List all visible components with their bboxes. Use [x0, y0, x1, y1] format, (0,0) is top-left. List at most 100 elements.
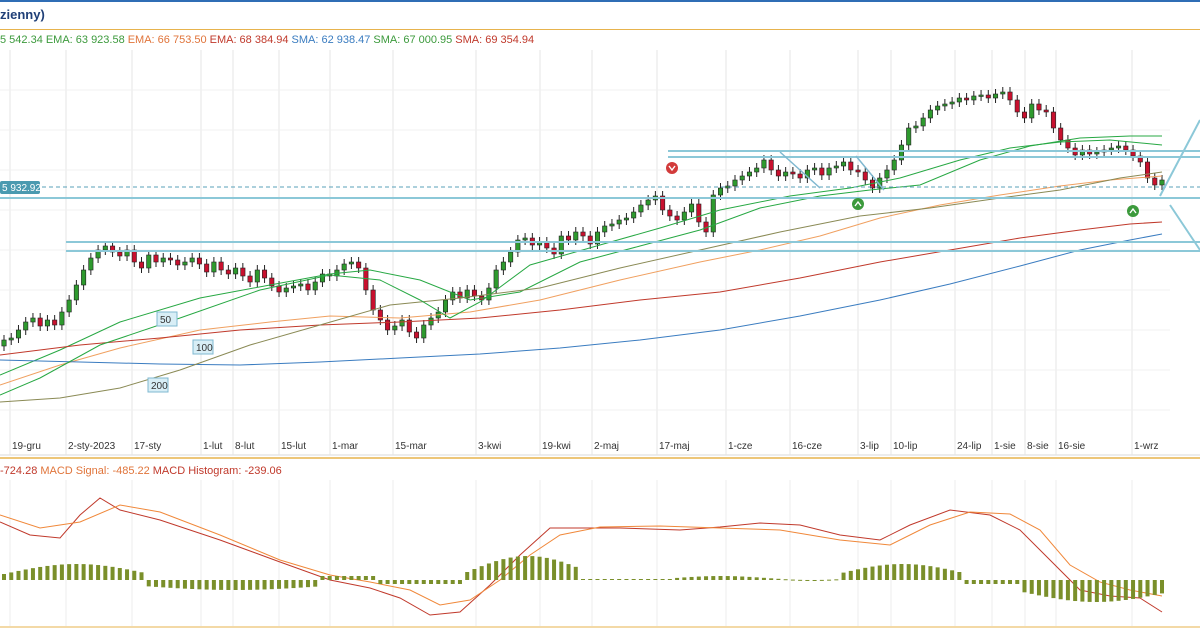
candle-body — [718, 187, 724, 196]
macd-histogram-bar — [342, 576, 347, 580]
sma-blue-line — [0, 233, 1163, 366]
candle-body — [276, 285, 282, 293]
macd-histogram-bar — [81, 564, 86, 580]
channel-line-top — [1159, 119, 1200, 197]
macd-histogram-bar — [602, 579, 607, 580]
macd-histogram-bar — [385, 580, 390, 584]
macd-histogram-bar — [190, 580, 195, 590]
macd-histogram-bar — [696, 576, 701, 580]
x-tick-label: 1-cze — [728, 441, 753, 452]
macd-histogram-bar — [769, 578, 774, 580]
macd-histogram-bar — [1138, 580, 1143, 598]
macd-histogram-bar — [848, 570, 853, 580]
macd-histogram-bar — [1160, 580, 1164, 594]
macd-histogram-bar — [400, 580, 405, 584]
candle-body — [341, 263, 347, 271]
legend-item-6: SMA: 69 354.94 — [455, 34, 535, 46]
buy-arrow-icon — [854, 200, 862, 207]
macd-histogram-bar — [1131, 580, 1136, 599]
title-separator — [0, 29, 1200, 30]
candle-body — [681, 211, 687, 221]
candle-body — [920, 117, 926, 127]
macd-histogram-bar — [1058, 580, 1063, 600]
candle-body — [189, 257, 195, 263]
ma-label-text: 200 — [151, 381, 168, 392]
candle-body — [913, 125, 919, 129]
macd-histogram-bar — [675, 577, 680, 580]
candle-body — [1, 339, 7, 347]
candle-body — [746, 171, 752, 177]
candle-body — [956, 97, 962, 103]
macd-histogram-bar — [1080, 580, 1085, 602]
candle-body — [23, 321, 29, 331]
macd-histogram-bar — [899, 564, 904, 580]
candle-body — [356, 261, 362, 269]
candle-body — [392, 325, 398, 331]
candle-body — [167, 257, 173, 261]
candle-body — [102, 245, 108, 251]
ma-label-text: 50 — [160, 315, 172, 326]
candle-body — [406, 319, 412, 333]
macd-legend-item-2: MACD Histogram: -239.06 — [152, 465, 282, 477]
buy-arrow-icon — [1129, 207, 1137, 214]
macd-histogram-bar — [928, 566, 933, 580]
macd-histogram-bar — [2, 574, 6, 580]
macd-histogram-bar — [667, 579, 672, 580]
macd-histogram-bar — [631, 579, 636, 580]
x-tick-label: 1-mar — [332, 441, 359, 452]
macd-histogram-bar — [508, 557, 513, 580]
macd-histogram-bar — [161, 580, 166, 588]
legend-item-2: EMA: 66 753.50 — [127, 34, 207, 46]
macd-histogram-bar — [291, 580, 296, 589]
sma-green-line — [0, 139, 1163, 396]
macd-histogram-bar — [363, 576, 368, 580]
candle-body — [8, 337, 14, 341]
macd-histogram-bar — [284, 580, 289, 589]
macd-histogram-bar — [146, 580, 151, 587]
macd-histogram-bar — [856, 569, 861, 580]
candle-body — [15, 329, 21, 339]
candle-body — [500, 261, 506, 271]
sma-olive-line — [0, 171, 1163, 403]
macd-histogram-bar — [805, 579, 810, 581]
macd-histogram-bar — [226, 580, 231, 590]
macd-histogram-bar — [1008, 580, 1013, 584]
sell-signal-icon — [666, 162, 678, 174]
candle-body — [1000, 91, 1006, 95]
macd-histogram-bar — [1022, 580, 1027, 593]
candle-body — [898, 144, 904, 161]
macd-histogram-bar — [798, 579, 803, 581]
macd-histogram-bar — [530, 556, 535, 580]
candle-body — [797, 173, 803, 179]
candle-body — [269, 277, 275, 287]
x-tick-label: 8-lut — [235, 441, 255, 452]
macd-histogram-bar — [414, 580, 419, 584]
candle-body — [674, 215, 680, 221]
macd-histogram-bar — [732, 576, 737, 580]
macd-signal-line — [0, 504, 1163, 606]
macd-histogram-bar — [371, 576, 376, 580]
macd-histogram-bar — [305, 580, 310, 588]
candle-body — [262, 269, 268, 279]
macd-histogram-bar — [747, 576, 752, 580]
macd-histogram-bar — [117, 568, 122, 580]
legend-item-1: EMA: 63 923.58 — [45, 34, 125, 46]
macd-histogram-bar — [689, 576, 694, 580]
macd-histogram-bar — [248, 580, 253, 590]
trend-line — [855, 155, 885, 191]
macd-histogram-bar — [132, 570, 137, 580]
macd-histogram-bar — [870, 566, 875, 580]
candle-body — [428, 317, 434, 326]
x-tick-label: 2-maj — [594, 441, 619, 452]
candle-body — [696, 203, 702, 223]
candle-body — [146, 254, 152, 269]
macd-histogram-bar — [790, 579, 795, 581]
macd-histogram-bar — [277, 580, 282, 589]
candle-body — [884, 169, 890, 179]
candle-body — [949, 101, 955, 105]
macd-histogram-bar — [1073, 580, 1078, 602]
macd-histogram-bar — [313, 580, 318, 587]
macd-histogram-bar — [711, 576, 716, 580]
macd-histogram-bar — [110, 566, 115, 580]
